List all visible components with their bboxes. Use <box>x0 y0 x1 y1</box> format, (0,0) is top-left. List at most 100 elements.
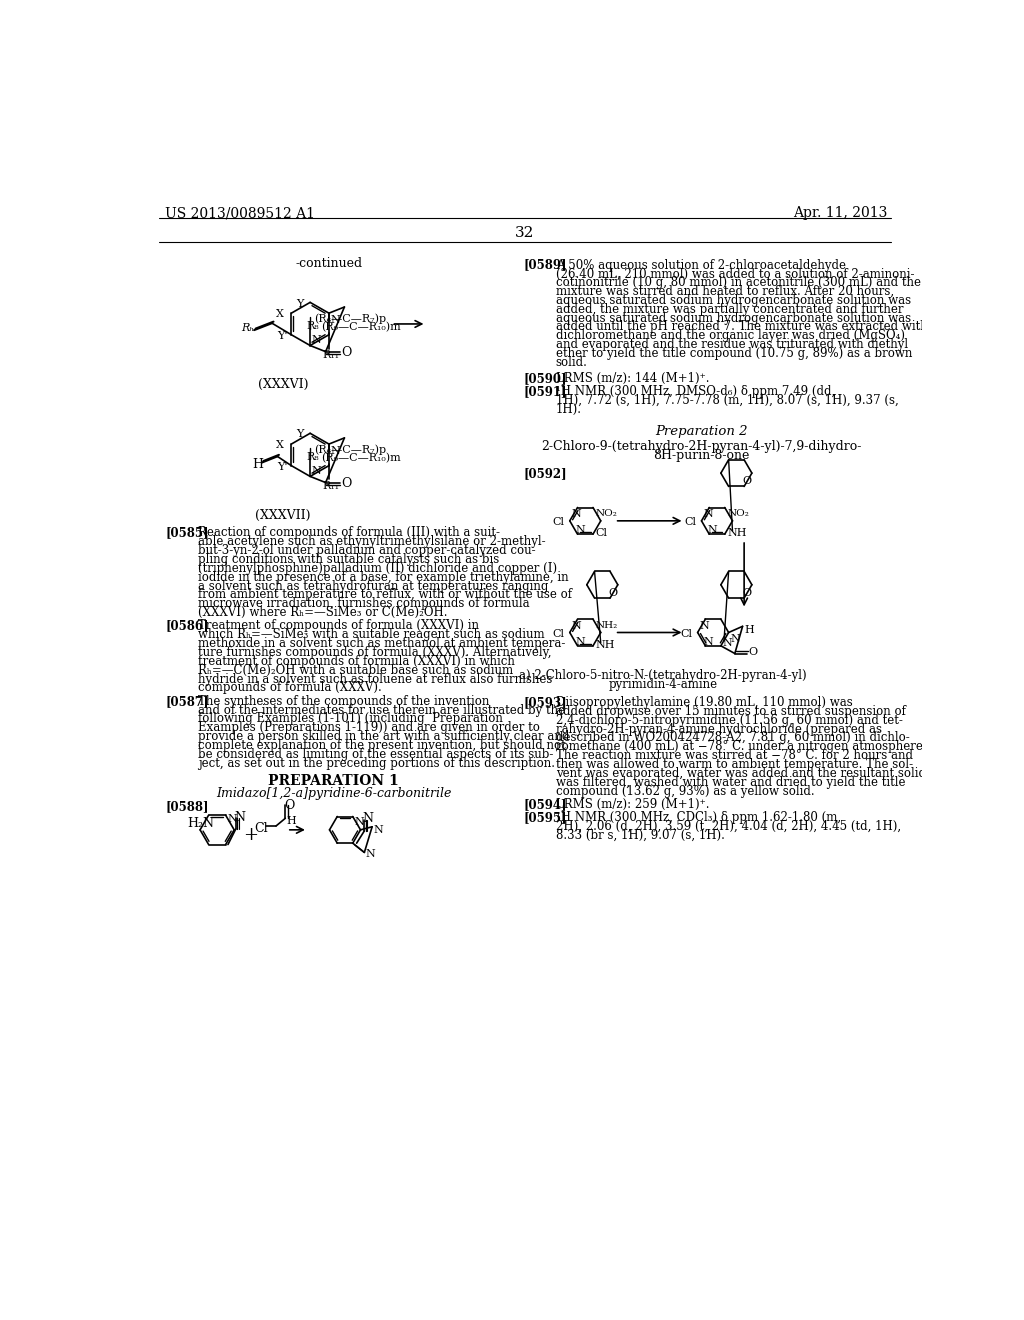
Text: ¹H NMR (300 MHz, DMSO-d₆) δ ppm 7.49 (dd,: ¹H NMR (300 MHz, DMSO-d₆) δ ppm 7.49 (dd… <box>556 385 835 399</box>
Text: (R₆—C—R₇)p: (R₆—C—R₇)p <box>314 444 386 454</box>
Text: able acetylene such as ethynyltrimethylsilane or 2-methyl-: able acetylene such as ethynyltrimethyls… <box>198 536 546 548</box>
Text: 1H), 7.72 (s, 1H), 7.75-7.78 (m, 1H), 8.07 (s, 1H), 9.37 (s,: 1H), 7.72 (s, 1H), 7.75-7.78 (m, 1H), 8.… <box>556 393 898 407</box>
Text: cotinonitrile (10 g, 80 mmol) in acetonitrile (300 mL) and the: cotinonitrile (10 g, 80 mmol) in acetoni… <box>556 276 921 289</box>
Text: O: O <box>742 477 752 487</box>
Text: ject, as set out in the preceding portions of this description.: ject, as set out in the preceding portio… <box>198 756 555 770</box>
Text: NH₂: NH₂ <box>595 620 617 630</box>
Text: N: N <box>699 620 709 631</box>
Text: NO₂: NO₂ <box>595 510 617 517</box>
Text: LRMS (m/z): 259 (M+1)⁺.: LRMS (m/z): 259 (M+1)⁺. <box>556 797 710 810</box>
Text: 8.33 (br s, 1H), 9.07 (s, 1H).: 8.33 (br s, 1H), 9.07 (s, 1H). <box>556 829 725 842</box>
Text: following Examples (1-101) (including  Preparation: following Examples (1-101) (including Pr… <box>198 713 503 726</box>
Text: [0591]: [0591] <box>523 385 566 399</box>
Text: be considered as limiting of the essential aspects of its sub-: be considered as limiting of the essenti… <box>198 748 553 760</box>
Text: (XXXVI): (XXXVI) <box>258 378 308 391</box>
Text: a solvent such as tetrahydrofuran at temperatures ranging: a solvent such as tetrahydrofuran at tem… <box>198 579 548 593</box>
Text: N: N <box>362 812 374 825</box>
Text: Imidazo[1,2-a]pyridine-6-carbonitrile: Imidazo[1,2-a]pyridine-6-carbonitrile <box>216 787 451 800</box>
Text: then was allowed to warm to ambient temperature. The sol-: then was allowed to warm to ambient temp… <box>556 758 913 771</box>
Text: ture furnishes compounds of formula (XXXV). Alternatively,: ture furnishes compounds of formula (XXX… <box>198 645 551 659</box>
Text: added dropwise over 15 minutes to a stirred suspension of: added dropwise over 15 minutes to a stir… <box>556 705 905 718</box>
Text: NH: NH <box>595 640 614 649</box>
Text: Cl: Cl <box>254 822 268 836</box>
Text: dichloromethane and the organic layer was dried (MgSO₄): dichloromethane and the organic layer wa… <box>556 330 905 342</box>
Text: [0594]: [0594] <box>523 797 566 810</box>
Text: A 50% aqueous solution of 2-chloroacetaldehyde: A 50% aqueous solution of 2-chloroacetal… <box>556 259 846 272</box>
Text: [0595]: [0595] <box>523 810 566 824</box>
Text: romethane (400 mL) at −78° C. under a nitrogen atmosphere.: romethane (400 mL) at −78° C. under a ni… <box>556 741 927 754</box>
Text: compounds of formula (XXXV).: compounds of formula (XXXV). <box>198 681 382 694</box>
Text: methoxide in a solvent such as methanol at ambient tempera-: methoxide in a solvent such as methanol … <box>198 638 565 651</box>
Text: hydride in a solvent such as toluene at reflux also furnishes: hydride in a solvent such as toluene at … <box>198 673 552 685</box>
Text: [0590]: [0590] <box>523 372 566 385</box>
Text: Y': Y' <box>278 462 288 471</box>
Text: (triphenylphosphine)palladium (II) dichloride and copper (I): (triphenylphosphine)palladium (II) dichl… <box>198 562 557 576</box>
Text: O: O <box>749 647 758 656</box>
Text: NH: NH <box>727 528 746 539</box>
Text: O: O <box>341 478 351 490</box>
Text: treatment of compounds of formula (XXXVI) in which: treatment of compounds of formula (XXXVI… <box>198 655 515 668</box>
Text: [0592]: [0592] <box>523 467 567 480</box>
Text: N: N <box>354 817 365 826</box>
Text: (R₆—C—R₇)p: (R₆—C—R₇)p <box>314 313 386 323</box>
Text: compound (13.62 g, 93%) as a yellow solid.: compound (13.62 g, 93%) as a yellow soli… <box>556 784 814 797</box>
Text: Cl: Cl <box>553 517 564 527</box>
Text: but-3-yn-2-ol under palladium and copper-catalyzed cou-: but-3-yn-2-ol under palladium and copper… <box>198 544 536 557</box>
Text: Rₕ=—C(Me)₂OH with a suitable base such as sodium: Rₕ=—C(Me)₂OH with a suitable base such a… <box>198 664 513 677</box>
Text: N: N <box>374 825 383 836</box>
Text: Preparation 2: Preparation 2 <box>655 425 748 438</box>
Text: R₈: R₈ <box>306 321 318 331</box>
Text: (XXXVII): (XXXVII) <box>255 508 310 521</box>
Text: 2H), 2.06 (d, 2H), 3.59 (t, 2H), 4.04 (d, 2H), 4.45 (td, 1H),: 2H), 2.06 (d, 2H), 3.59 (t, 2H), 4.04 (d… <box>556 820 901 833</box>
Text: Rₕ: Rₕ <box>241 323 254 333</box>
Text: Y: Y <box>296 298 303 309</box>
Text: O: O <box>608 589 617 598</box>
Text: ¹H NMR (300 MHz, CDCl₃) δ ppm 1.62-1.80 (m,: ¹H NMR (300 MHz, CDCl₃) δ ppm 1.62-1.80 … <box>556 810 841 824</box>
Text: a) 2-Chloro-5-nitro-N-(tetrahydro-2H-pyran-4-yl): a) 2-Chloro-5-nitro-N-(tetrahydro-2H-pyr… <box>519 669 807 682</box>
Text: N: N <box>366 849 376 859</box>
Text: aqueous saturated sodium hydrogencarbonate solution was: aqueous saturated sodium hydrogencarbona… <box>556 312 911 325</box>
Text: The syntheses of the compounds of the invention: The syntheses of the compounds of the in… <box>198 694 489 708</box>
Text: Examples (Preparations 1-119)) and are given in order to: Examples (Preparations 1-119)) and are g… <box>198 721 540 734</box>
Text: N: N <box>331 446 340 455</box>
Text: described in WO200424728-A2, 7.81 g, 60 mmol) in dichlo-: described in WO200424728-A2, 7.81 g, 60 … <box>556 731 909 744</box>
Text: Treatment of compounds of formula (XXXVI) in: Treatment of compounds of formula (XXXVI… <box>198 619 479 632</box>
Text: Cl: Cl <box>595 528 607 539</box>
Text: N: N <box>703 636 714 647</box>
Text: ether to yield the title compound (10.75 g, 89%) as a brown: ether to yield the title compound (10.75… <box>556 347 912 360</box>
Text: N: N <box>722 638 732 648</box>
Text: (XXXVI) where Rₕ=—SiMe₃ or C(Me)₂OH.: (XXXVI) where Rₕ=—SiMe₃ or C(Me)₂OH. <box>198 606 447 619</box>
Text: which Rₕ=—SiMe₃ with a suitable reagent such as sodium: which Rₕ=—SiMe₃ with a suitable reagent … <box>198 628 545 642</box>
Text: aqueous saturated sodium hydrogencarbonate solution was: aqueous saturated sodium hydrogencarbona… <box>556 294 911 308</box>
Text: Reaction of compounds of formula (III) with a suit-: Reaction of compounds of formula (III) w… <box>198 527 500 540</box>
Text: and of the intermediates for use therein are illustrated by the: and of the intermediates for use therein… <box>198 704 565 717</box>
Text: R₁₁: R₁₁ <box>323 350 340 360</box>
Text: [0586]: [0586] <box>165 619 209 632</box>
Text: H₂N: H₂N <box>187 817 214 830</box>
Text: O: O <box>742 589 752 598</box>
Text: mixture was stirred and heated to reflux. After 20 hours,: mixture was stirred and heated to reflux… <box>556 285 894 298</box>
Text: N: N <box>331 314 340 325</box>
Text: 32: 32 <box>515 226 535 240</box>
Text: [0588]: [0588] <box>165 800 209 813</box>
Text: N: N <box>311 335 322 345</box>
Text: Diisopropylethylamine (19.80 mL, 110 mmol) was: Diisopropylethylamine (19.80 mL, 110 mmo… <box>556 696 853 709</box>
Text: N: N <box>708 525 718 535</box>
Text: pyrimidin-4-amine: pyrimidin-4-amine <box>608 678 718 692</box>
Text: was filtered, washed with water and dried to yield the title: was filtered, washed with water and drie… <box>556 776 905 789</box>
Text: (R₉—C—R₁₀)m: (R₉—C—R₁₀)m <box>322 453 401 463</box>
Text: added, the mixture was partially concentrated and further: added, the mixture was partially concent… <box>556 302 903 315</box>
Text: Apr. 11, 2013: Apr. 11, 2013 <box>794 206 888 220</box>
Text: X: X <box>275 309 284 319</box>
Text: and evaporated and the residue was triturated with diethyl: and evaporated and the residue was tritu… <box>556 338 908 351</box>
Text: vent was evaporated, water was added and the resultant solid: vent was evaporated, water was added and… <box>556 767 926 780</box>
Text: H: H <box>287 816 297 826</box>
Text: Y': Y' <box>278 331 288 341</box>
Text: The reaction mixture was stirred at −78° C. for 2 hours and: The reaction mixture was stirred at −78°… <box>556 750 912 762</box>
Text: provide a person skilled in the art with a sufficiently clear and: provide a person skilled in the art with… <box>198 730 569 743</box>
Text: 2-Chloro-9-(tetrahydro-2H-pyran-4-yl)-7,9-dihydro-: 2-Chloro-9-(tetrahydro-2H-pyran-4-yl)-7,… <box>542 441 861 453</box>
Text: N: N <box>311 466 322 475</box>
Text: -continued: -continued <box>296 257 364 271</box>
Text: N: N <box>730 634 740 644</box>
Text: R₈: R₈ <box>306 451 318 462</box>
